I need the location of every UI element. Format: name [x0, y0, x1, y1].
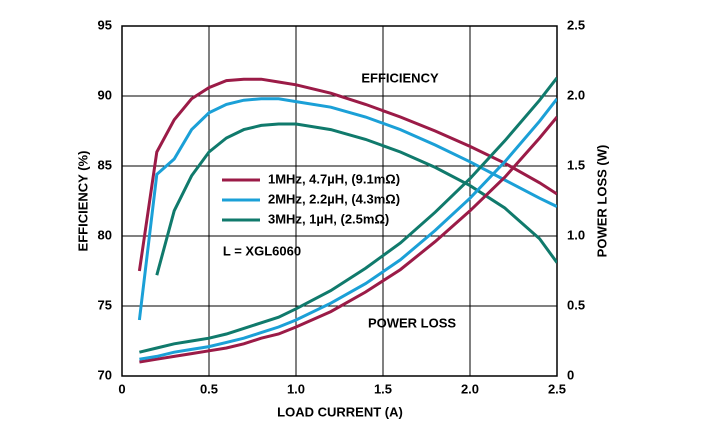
y-axis-label: EFFICIENCY (%): [75, 151, 90, 252]
legend-label: 3MHz, 1µH, (2.5mΩ): [268, 211, 389, 226]
y-tick-label: 75: [98, 297, 112, 312]
annotation: POWER LOSS: [368, 315, 456, 330]
y2-tick-label: 1.0: [567, 227, 585, 242]
y-tick-label: 80: [98, 227, 112, 242]
plot-frame: [121, 25, 558, 377]
annotation: EFFICIENCY: [361, 70, 439, 85]
y2-tick-label: 1.5: [567, 157, 585, 172]
series-line: [139, 97, 557, 361]
y-tick-label: 90: [98, 87, 112, 102]
y2-axis-label: POWER LOSS (W): [594, 145, 609, 258]
series-line: [139, 116, 557, 364]
legend-label: 2MHz, 2.2µH, (4.3mΩ): [268, 191, 400, 206]
series-line: [137, 97, 557, 321]
annotation: L = XGL6060: [223, 243, 301, 258]
y-tick-label: 70: [98, 367, 112, 382]
y2-tick-label: 2.5: [567, 17, 585, 32]
series-line: [137, 77, 557, 272]
y2-tick-label: 0.5: [567, 297, 585, 312]
x-tick-label: 1.0: [287, 381, 305, 396]
x-tick-label: 1.5: [374, 381, 392, 396]
x-tick-label: 2.0: [461, 381, 479, 396]
x-tick-label: 0: [118, 381, 125, 396]
y2-tick-label: 0: [567, 367, 574, 382]
x-tick-label: 2.5: [548, 381, 566, 396]
series-line: [155, 122, 557, 276]
y-tick-label: 85: [98, 157, 112, 172]
x-tick-label: 0.5: [200, 381, 218, 396]
y-tick-label: 95: [98, 17, 112, 32]
y2-tick-label: 2.0: [567, 87, 585, 102]
legend-label: 1MHz, 4.7µH, (9.1mΩ): [268, 171, 400, 186]
series-line: [139, 76, 557, 354]
x-axis-label: LOAD CURRENT (A): [277, 404, 403, 419]
